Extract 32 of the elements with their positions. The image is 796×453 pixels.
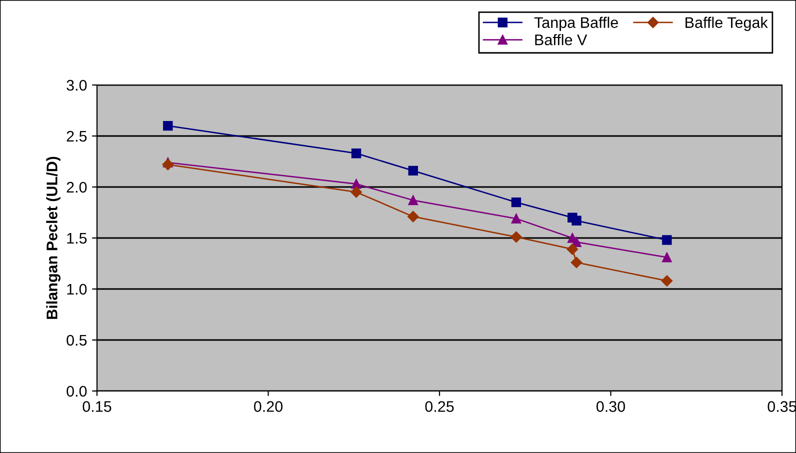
y-tick-label: 1.5 xyxy=(67,233,87,244)
point xyxy=(662,235,672,245)
y-tick-label: 3.0 xyxy=(66,80,87,91)
point xyxy=(350,186,362,198)
point xyxy=(408,210,419,222)
x-tick-label: 0.30 xyxy=(596,401,626,412)
y-tick-label: 0.5 xyxy=(66,334,87,346)
x-tick-label: 0.25 xyxy=(425,401,454,412)
y-tick-label: 2.5 xyxy=(66,130,87,142)
y-axis-title: Bilangan Peclet (UL/D) xyxy=(46,156,60,319)
legend-label: Tanpa Baffle xyxy=(534,16,618,31)
y-tick-label: 1.0 xyxy=(67,284,87,295)
point xyxy=(162,158,174,170)
point xyxy=(661,275,673,286)
point xyxy=(572,216,582,226)
x-tick-label: 0.35 xyxy=(768,401,796,412)
point xyxy=(566,244,578,255)
y-tick-label: 2.0 xyxy=(66,182,87,193)
point xyxy=(408,166,418,176)
point xyxy=(662,252,672,262)
point xyxy=(570,256,582,268)
point xyxy=(511,197,522,208)
legend-label: Baffle Tegak xyxy=(686,16,768,31)
point xyxy=(163,120,173,131)
legend-label: Baffle V xyxy=(535,34,588,46)
x-tick-label: 0.20 xyxy=(254,401,283,412)
point xyxy=(351,148,362,158)
x-tick-label: 0.15 xyxy=(82,401,112,412)
point xyxy=(511,214,522,224)
y-tick-label: 0.0 xyxy=(66,386,87,397)
point xyxy=(408,195,418,206)
point xyxy=(510,231,522,243)
